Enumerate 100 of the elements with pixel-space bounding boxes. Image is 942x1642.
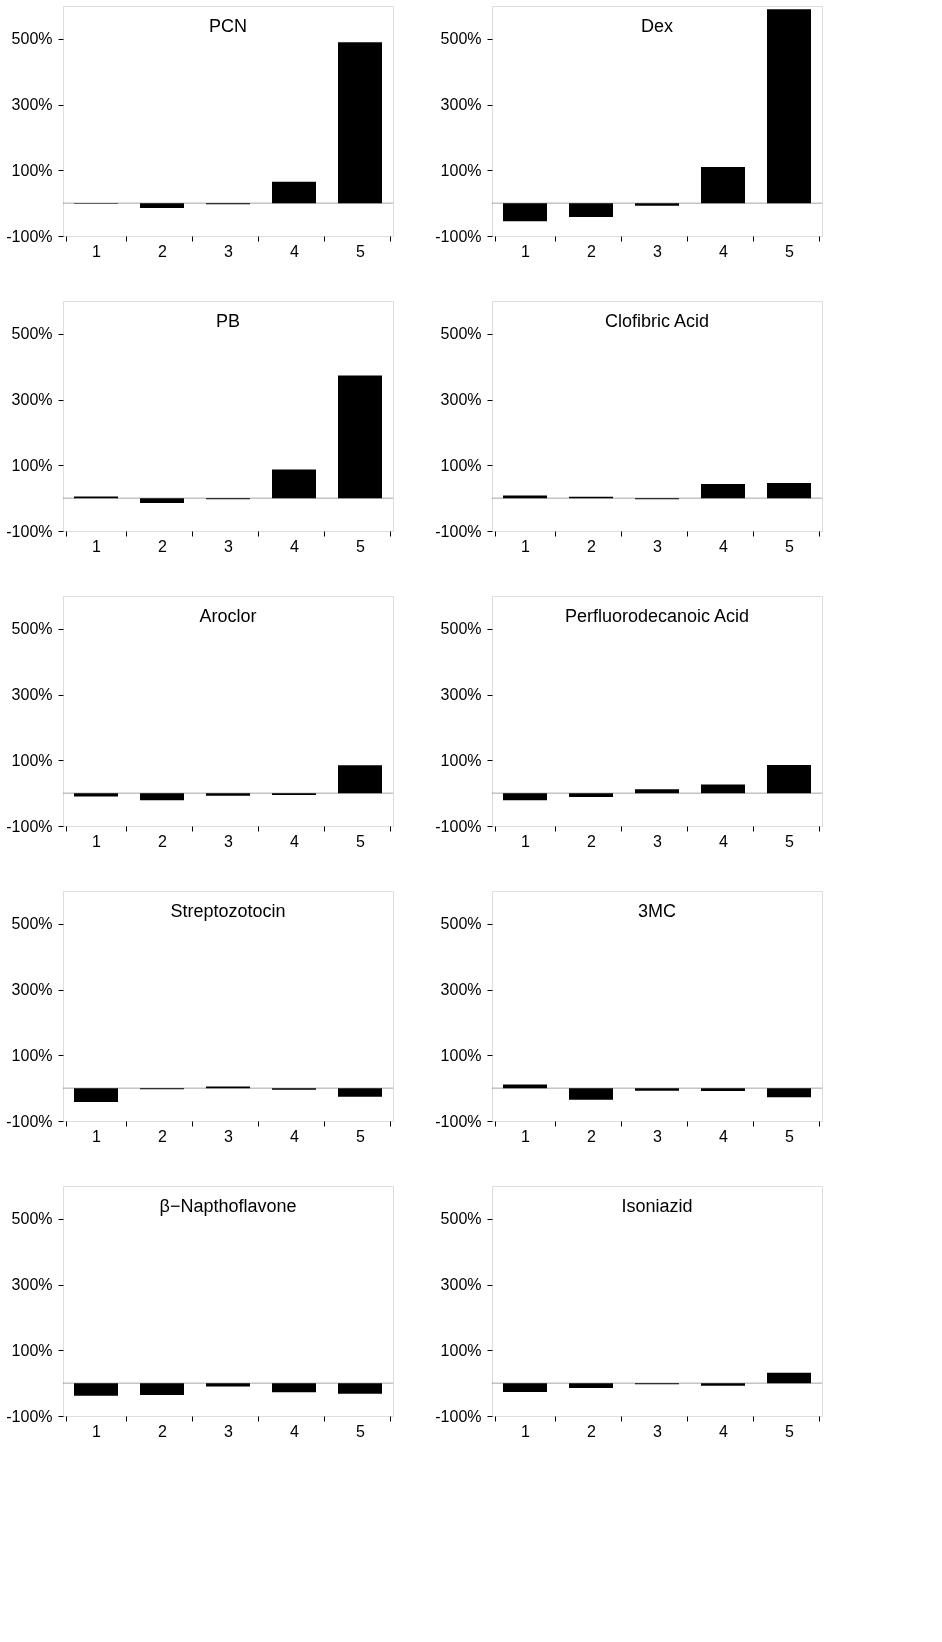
x-tick-label: 4 [290,537,300,555]
bar [140,203,184,209]
x-tick-label: 3 [224,1127,234,1145]
y-tick-label: -100% [435,522,482,540]
x-tick-label: 5 [785,537,795,555]
x-tick-label: 3 [224,242,234,260]
y-tick-label: 100% [11,456,53,474]
y-tick-label: 300% [440,391,482,409]
y-tick-label: -100% [6,522,53,540]
x-tick-label: 1 [92,1422,102,1440]
x-tick-label: 5 [356,832,366,850]
x-tick-label: 4 [719,242,729,260]
y-tick-label: 100% [440,1046,482,1064]
bar [272,469,316,499]
bar [503,203,547,222]
x-tick-label: 2 [587,1127,597,1145]
y-tick-label: -100% [435,817,482,835]
bar [767,9,811,204]
y-tick-label: -100% [435,227,482,245]
x-tick-label: 3 [653,1127,663,1145]
x-tick-label: 5 [356,1127,366,1145]
x-tick-label: 3 [653,537,663,555]
bar [272,181,316,204]
x-tick-label: 2 [158,1422,168,1440]
text: Clofibric Acid [604,311,710,331]
x-tick-label: 5 [785,1422,795,1440]
y-tick-label: 500% [440,620,482,638]
y-tick-label: 100% [440,456,482,474]
text: Dex [640,16,674,36]
x-tick-label: 1 [92,832,102,850]
y-tick-label: 300% [440,1276,482,1294]
x-tick-label: 5 [785,832,795,850]
x-tick-label: 3 [653,242,663,260]
text: Perfluorodecanoic Acid [564,606,750,626]
x-tick-label: 2 [158,1127,168,1145]
y-tick-label: 300% [11,1276,53,1294]
x-tick-label: 4 [290,1127,300,1145]
y-tick-label: 100% [11,161,53,179]
y-tick-label: -100% [6,817,53,835]
y-tick-label: 500% [11,325,53,343]
y-tick-label: 100% [440,161,482,179]
y-tick-label: -100% [435,1112,482,1130]
y-tick-label: 300% [440,96,482,114]
x-tick-label: 1 [521,537,531,555]
x-tick-label: 4 [290,1422,300,1440]
x-tick-label: 2 [587,242,597,260]
bar [767,764,811,794]
x-tick-label: 3 [653,832,663,850]
y-tick-label: 500% [11,915,53,933]
text: PB [215,311,241,331]
y-tick-label: 300% [440,686,482,704]
x-tick-label: 2 [158,832,168,850]
bar [635,789,679,794]
x-tick-label: 2 [587,1422,597,1440]
x-tick-label: 5 [356,1422,366,1440]
x-tick-label: 3 [224,537,234,555]
x-tick-label: 4 [290,242,300,260]
y-tick-label: 100% [11,751,53,769]
bar [338,375,382,499]
y-tick-label: -100% [6,227,53,245]
y-tick-label: 500% [440,915,482,933]
text: Isoniazid [621,1196,693,1216]
x-tick-label: 1 [92,1127,102,1145]
bar [569,203,613,217]
x-tick-label: 5 [785,242,795,260]
bar [635,203,679,206]
y-tick-label: 300% [11,391,53,409]
x-tick-label: 3 [224,832,234,850]
x-tick-label: 4 [719,832,729,850]
bar [701,784,745,794]
y-tick-label: 500% [440,30,482,48]
x-tick-label: 2 [587,832,597,850]
y-tick-label: -100% [435,1407,482,1425]
x-tick-label: 1 [521,242,531,260]
x-tick-label: 5 [785,1127,795,1145]
bar [701,167,745,204]
x-tick-label: 1 [92,242,102,260]
y-tick-label: 500% [440,325,482,343]
bar [503,793,547,801]
y-tick-label: 100% [440,751,482,769]
text: 3MC [637,901,677,921]
x-tick-label: 4 [719,537,729,555]
text: Aroclor [199,606,257,626]
x-tick-label: 4 [719,1127,729,1145]
text: β−Napthoflavone [159,1196,297,1216]
x-tick-label: 3 [653,1422,663,1440]
y-tick-label: -100% [6,1407,53,1425]
bar [569,793,613,798]
y-tick-label: 500% [440,1210,482,1228]
bar [338,42,382,204]
x-tick-label: 1 [92,537,102,555]
x-tick-label: 5 [356,537,366,555]
x-tick-label: 2 [587,537,597,555]
x-tick-label: 3 [224,1422,234,1440]
y-tick-label: 500% [11,1210,53,1228]
x-tick-label: 4 [719,1422,729,1440]
text: Streptozotocin [170,901,286,921]
y-tick-label: 100% [11,1341,53,1359]
x-tick-label: 1 [521,1422,531,1440]
y-tick-label: 300% [440,981,482,999]
